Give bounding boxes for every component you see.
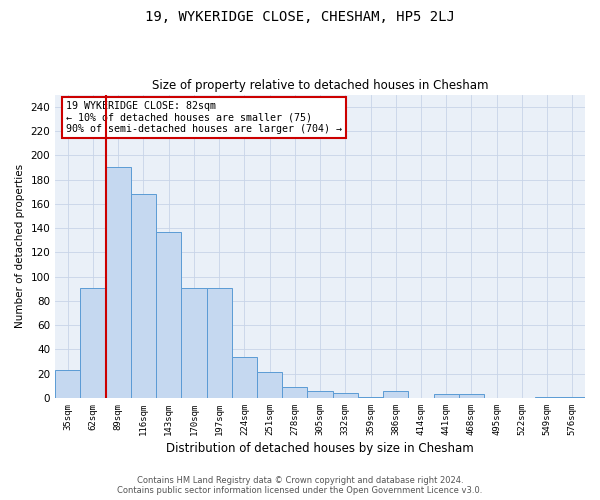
Bar (257, 372, 282, 398)
Bar (80, 288, 106, 398)
Bar (55, 370, 80, 398)
Text: 19 WYKERIDGE CLOSE: 82sqm
← 10% of detached houses are smaller (75)
90% of semi-: 19 WYKERIDGE CLOSE: 82sqm ← 10% of detac… (66, 100, 342, 134)
Bar (282, 387, 307, 398)
Bar (232, 356, 257, 398)
Bar (181, 288, 206, 398)
Bar (434, 394, 459, 398)
Bar (383, 390, 409, 398)
Bar (332, 393, 358, 398)
Bar (106, 168, 131, 398)
Y-axis label: Number of detached properties: Number of detached properties (15, 164, 25, 328)
Bar (206, 288, 232, 398)
Bar (560, 396, 585, 398)
Title: Size of property relative to detached houses in Chesham: Size of property relative to detached ho… (152, 79, 488, 92)
Bar (358, 396, 383, 398)
Bar (156, 232, 181, 398)
X-axis label: Distribution of detached houses by size in Chesham: Distribution of detached houses by size … (166, 442, 474, 455)
Bar (131, 194, 156, 398)
Text: Contains HM Land Registry data © Crown copyright and database right 2024.
Contai: Contains HM Land Registry data © Crown c… (118, 476, 482, 495)
Text: 19, WYKERIDGE CLOSE, CHESHAM, HP5 2LJ: 19, WYKERIDGE CLOSE, CHESHAM, HP5 2LJ (145, 10, 455, 24)
Bar (535, 396, 560, 398)
Bar (307, 390, 332, 398)
Bar (459, 394, 484, 398)
